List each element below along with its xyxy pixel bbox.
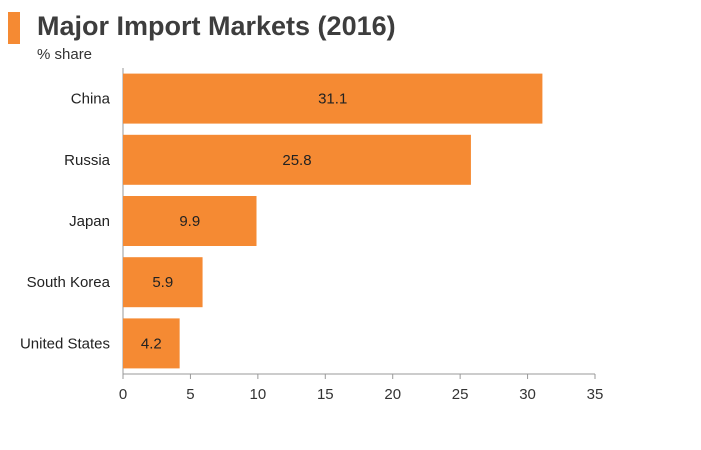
- category-label: Russia: [64, 152, 111, 169]
- category-label: United States: [20, 335, 110, 352]
- x-tick-label: 35: [587, 386, 604, 403]
- bar: [123, 318, 180, 369]
- bar-value-label: 25.8: [282, 152, 311, 169]
- category-label: Japan: [69, 213, 110, 230]
- category-label: China: [71, 91, 111, 108]
- x-tick-label: 15: [317, 386, 334, 403]
- x-tick-label: 10: [250, 386, 267, 403]
- category-label: South Korea: [27, 274, 111, 291]
- bar: [123, 257, 203, 308]
- bar: [123, 73, 543, 124]
- bar-value-label: 9.9: [179, 213, 200, 230]
- x-tick-label: 0: [119, 386, 127, 403]
- bar: [123, 134, 471, 185]
- x-tick-label: 20: [384, 386, 401, 403]
- x-tick-label: 5: [186, 386, 194, 403]
- bar-value-label: 5.9: [152, 274, 173, 291]
- title-accent-bar: [8, 12, 20, 44]
- bar-value-label: 31.1: [318, 91, 347, 108]
- bar-value-label: 4.2: [141, 335, 162, 352]
- x-tick-label: 30: [519, 386, 536, 403]
- chart-subtitle: % share: [37, 46, 93, 63]
- x-tick-label: 25: [452, 386, 469, 403]
- chart-title: Major Import Markets (2016): [37, 11, 396, 41]
- bar: [123, 196, 257, 246]
